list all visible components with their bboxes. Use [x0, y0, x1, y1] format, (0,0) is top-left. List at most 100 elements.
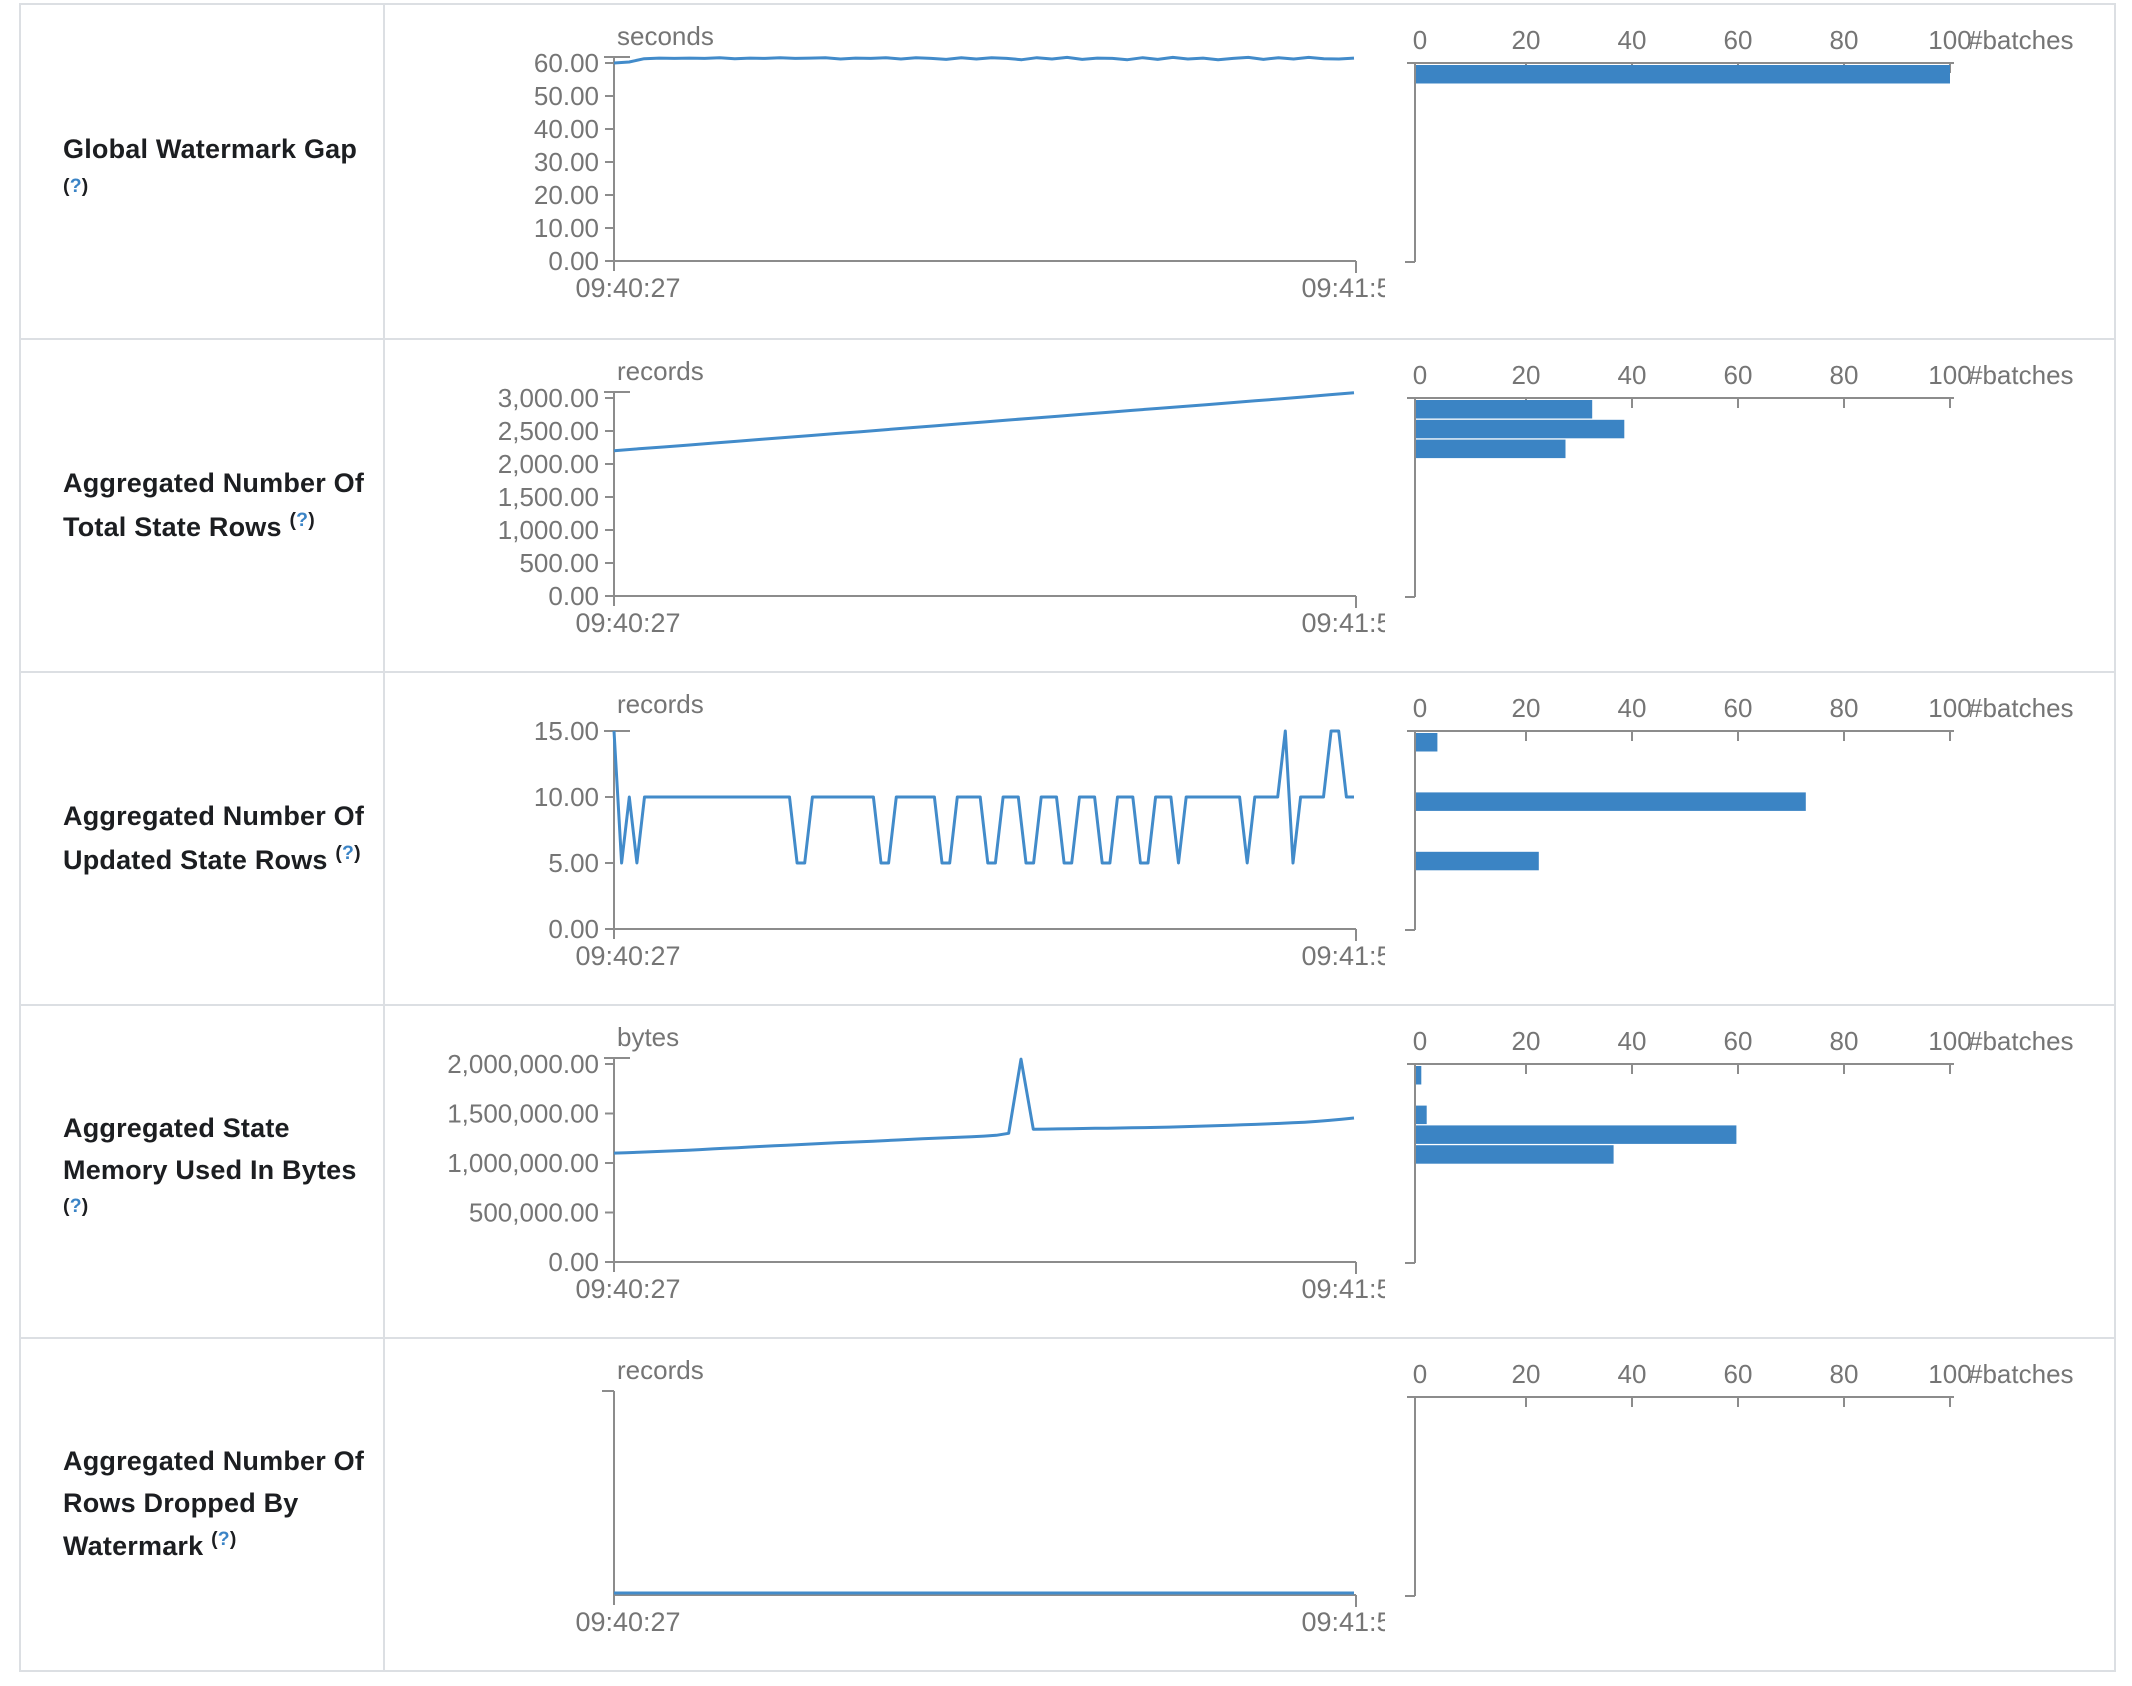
metric-row-state-memory-used: Aggregated State Memory Used In Bytes (?…: [21, 1004, 2114, 1337]
svg-text:3,000.00: 3,000.00: [498, 383, 599, 413]
svg-text:5.00: 5.00: [548, 848, 599, 878]
svg-text:50.00: 50.00: [534, 81, 599, 111]
svg-text:2,500.00: 2,500.00: [498, 416, 599, 446]
timeline-chart-rows-dropped-by-watermark: records 09:40:27 09:41:56: [575, 1355, 1385, 1637]
histogram-chart-total-state-rows: 0 20 40 60 80 100#batches: [1405, 360, 2074, 598]
svg-text:100: 100: [1928, 1359, 1971, 1389]
chart-cell: bytes 2,000,000.00 1,500,000.00 1,000,000.0…: [385, 1006, 2114, 1337]
chart-cell: seconds 60.00 50.00 40.00 30.00 20.00 10.00 0.0…: [385, 5, 2114, 338]
help-paren-close: ): [81, 1195, 89, 1218]
svg-text:80: 80: [1830, 360, 1859, 390]
svg-text:2,000.00: 2,000.00: [498, 449, 599, 479]
svg-text:09:41:56: 09:41:56: [1301, 941, 1385, 971]
svg-text:0.00: 0.00: [548, 1247, 599, 1277]
help-tooltip-link[interactable]: ?: [296, 508, 309, 531]
help-paren-open: (: [63, 174, 70, 197]
metric-label-cell: Aggregated Number Of Rows Dropped By Wat…: [21, 1339, 385, 1670]
metric-title-text: Global Watermark Gap: [63, 133, 358, 164]
svg-text:09:40:27: 09:40:27: [575, 273, 680, 303]
help-paren-close: ): [81, 174, 89, 197]
help-paren-close: ): [308, 508, 315, 531]
svg-text:10.00: 10.00: [534, 213, 599, 243]
svg-text:100: 100: [1928, 1026, 1971, 1056]
help-tooltip-link[interactable]: ?: [69, 174, 82, 197]
timeline-chart-global-watermark-gap: seconds 60.0050.0040.0030.0020.0010.000.0…: [534, 21, 1385, 303]
metric-row-global-watermark-gap: Global Watermark Gap (?) seconds 60.00 50.…: [21, 5, 2114, 338]
svg-text:40: 40: [1618, 360, 1647, 390]
svg-text:0: 0: [1413, 25, 1427, 55]
svg-text:0: 0: [1413, 360, 1427, 390]
metric-title-text: Aggregated Number Of Rows Dropped By Wat…: [63, 1445, 365, 1562]
svg-text:0: 0: [1413, 1026, 1427, 1056]
svg-text:records: records: [617, 356, 704, 386]
svg-text:0.00: 0.00: [548, 246, 599, 276]
svg-text:20: 20: [1512, 1026, 1541, 1056]
svg-text:80: 80: [1830, 693, 1859, 723]
metric-title: Aggregated State Memory Used In Bytes (?…: [63, 1108, 369, 1236]
help-tooltip: (?): [335, 842, 360, 864]
svg-text:15.00: 15.00: [534, 716, 599, 746]
svg-text:09:41:56: 09:41:56: [1301, 1274, 1385, 1304]
svg-text:09:40:27: 09:40:27: [575, 1274, 680, 1304]
metric-title-text: Aggregated State Memory Used In Bytes: [63, 1112, 357, 1185]
svg-text:10.00: 10.00: [534, 782, 599, 812]
metric-row-rows-dropped-by-watermark: Aggregated Number Of Rows Dropped By Wat…: [21, 1337, 2114, 1670]
svg-text:500.00: 500.00: [519, 548, 599, 578]
metric-label-cell: Aggregated Number Of Total State Rows (?…: [21, 340, 385, 671]
svg-text:100: 100: [1928, 360, 1971, 390]
svg-text:80: 80: [1830, 1359, 1859, 1389]
svg-text:09:41:56: 09:41:56: [1301, 1607, 1385, 1637]
metric-title: Aggregated Number Of Rows Dropped By Wat…: [63, 1441, 369, 1569]
svg-text:60: 60: [1724, 1026, 1753, 1056]
help-paren-open: (: [211, 1528, 218, 1551]
chart-cell: records 09:40:27 09:41:56 0 20 40 60 80 100#bat…: [385, 1339, 2114, 1670]
histogram-chart-updated-state-rows: 0 20 40 60 80 100#batches: [1405, 693, 2074, 931]
svg-text:40: 40: [1618, 25, 1647, 55]
svg-text:0.00: 0.00: [548, 914, 599, 944]
help-paren-open: (: [63, 1195, 70, 1218]
svg-text:0.00: 0.00: [548, 581, 599, 611]
svg-text:80: 80: [1830, 25, 1859, 55]
metric-title: Global Watermark Gap (?): [63, 129, 369, 215]
metric-title: Aggregated Number Of Total State Rows (?…: [63, 463, 369, 549]
help-tooltip-link[interactable]: ?: [69, 1195, 82, 1218]
svg-text:60: 60: [1724, 693, 1753, 723]
svg-text:09:40:27: 09:40:27: [575, 941, 680, 971]
metric-row-total-state-rows: Aggregated Number Of Total State Rows (?…: [21, 338, 2114, 671]
svg-text:20: 20: [1512, 25, 1541, 55]
help-tooltip: (?): [63, 175, 88, 197]
svg-text:60.00: 60.00: [534, 48, 599, 78]
timeline-chart-state-memory-used: bytes 2,000,000.00 1,500,000.00 1,000,000.0…: [447, 1022, 1385, 1304]
help-tooltip-link[interactable]: ?: [217, 1528, 230, 1551]
svg-text:1,000,000.00: 1,000,000.00: [447, 1148, 599, 1178]
svg-text:20: 20: [1512, 1359, 1541, 1389]
svg-text:#batches: #batches: [1968, 1359, 2074, 1389]
svg-text:bytes: bytes: [617, 1022, 679, 1052]
svg-text:60: 60: [1724, 25, 1753, 55]
svg-text:40: 40: [1618, 1359, 1647, 1389]
svg-text:100: 100: [1928, 693, 1971, 723]
svg-text:30.00: 30.00: [534, 147, 599, 177]
svg-text:#batches: #batches: [1968, 360, 2074, 390]
svg-text:09:40:27: 09:40:27: [575, 1607, 680, 1637]
metric-label-cell: Aggregated Number Of Updated State Rows …: [21, 673, 385, 1004]
svg-text:20.00: 20.00: [534, 180, 599, 210]
svg-text:09:40:27: 09:40:27: [575, 608, 680, 638]
svg-text:40: 40: [1618, 1026, 1647, 1056]
histogram-chart-state-memory-used: 0 20 40 60 80 100#batches: [1405, 1026, 2074, 1264]
streaming-metrics-table: Global Watermark Gap (?) seconds 60.00 50.…: [19, 3, 2116, 1672]
timeline-chart-total-state-rows: records 3,000.002,500.002,000.001,500.001…: [498, 356, 1385, 638]
svg-text:2,000,000.00: 2,000,000.00: [447, 1049, 599, 1079]
help-paren-close: ): [354, 841, 361, 864]
help-paren-open: (: [289, 508, 297, 531]
histogram-chart-global-watermark-gap: 0 20 40 60 80 100#batches: [1405, 25, 2074, 263]
help-tooltip-link[interactable]: ?: [342, 841, 355, 864]
svg-text:seconds: seconds: [617, 21, 714, 51]
svg-text:60: 60: [1724, 360, 1753, 390]
svg-text:80: 80: [1830, 1026, 1859, 1056]
svg-text:500,000.00: 500,000.00: [469, 1198, 599, 1228]
svg-text:records: records: [617, 689, 704, 719]
svg-text:0: 0: [1413, 1359, 1427, 1389]
svg-text:1,000.00: 1,000.00: [498, 515, 599, 545]
